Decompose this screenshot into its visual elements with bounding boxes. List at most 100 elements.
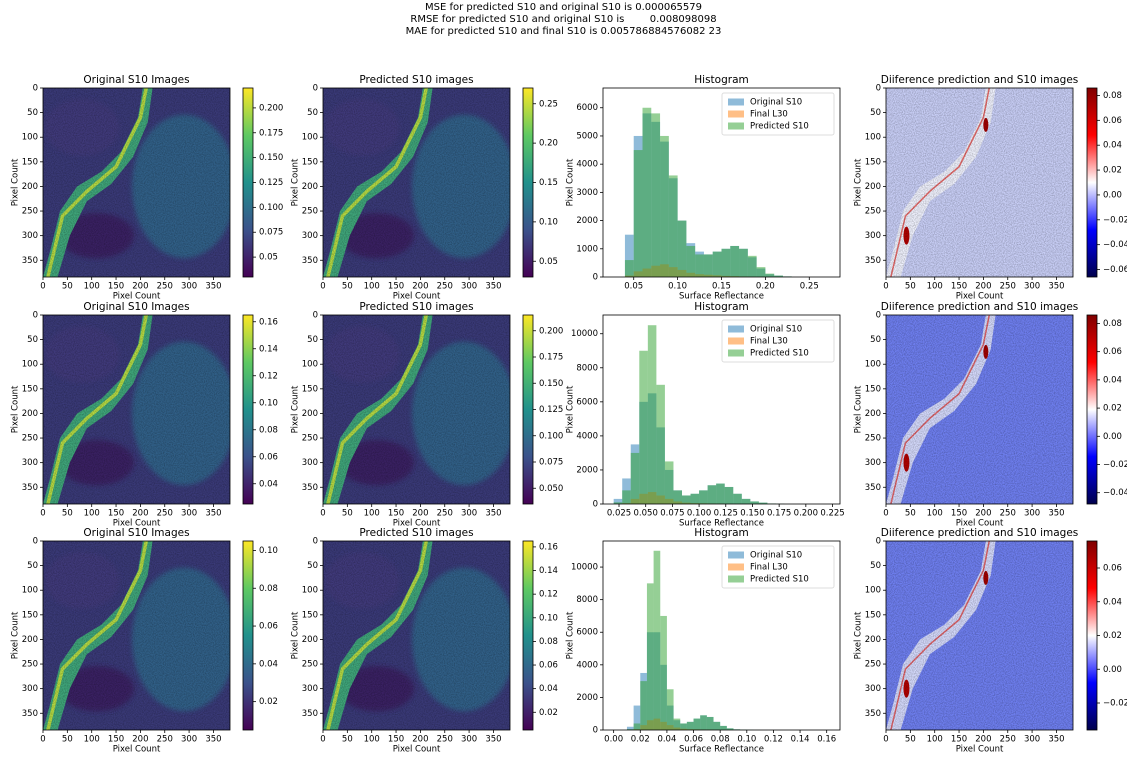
histogram-bar [633,150,643,277]
panel-title: Histogram [694,74,748,86]
y-tick-label: 0 [876,84,881,94]
colorbar-tick-label: 0.150 [539,379,563,389]
x-tick-label: 350 [205,509,221,519]
colorbar-tick-label: 0.125 [539,405,563,415]
y-tick-label: 150 [302,157,318,167]
histogram-bar [765,273,775,277]
colorbar-tick-label: 0.10 [539,613,558,623]
colorbar-tick-label: 0.25 [539,99,558,109]
y-tick-label: 0 [313,84,318,94]
y-tick-label: 350 [302,256,318,266]
colorbar-tick-label: 0.06 [1103,116,1122,126]
x-tick-label: 0.20 [756,282,775,292]
y-tick-label: 350 [22,256,38,266]
histogram-bar [613,498,623,504]
x-tick-label: 0.125 [714,509,738,519]
x-tick-label: 50 [62,282,73,292]
x-tick-label: 0 [40,282,45,292]
legend-swatch [728,551,744,559]
axes-frame [322,314,511,505]
histogram-bar [707,485,717,504]
y-tick-label: 250 [22,660,38,670]
histogram-bar [700,715,707,730]
x-tick-label: 350 [1048,735,1064,745]
x-axis-label: Surface Reflectance [679,745,764,755]
legend-swatch [728,575,744,583]
y-tick-label: 350 [22,709,38,719]
y-axis-label: Pixel Count [291,158,301,206]
x-tick-label: 250 [157,735,173,745]
y-tick-label: 250 [865,207,881,217]
axes-frame [602,540,841,731]
histogram-bar [660,135,669,277]
panel-title: Original S10 Images [83,74,189,86]
colorbar-tick-label: 0.200 [259,103,283,113]
y-tick-label: 150 [865,384,881,394]
y-tick-label: 150 [865,157,881,167]
y-tick-label: 50 [307,108,318,118]
x-tick-label: 100 [364,282,380,292]
histogram-bar [730,245,740,277]
x-tick-label: 0.14 [791,735,810,745]
x-tick-label: 200 [132,735,148,745]
y-tick-label: 0 [593,273,598,283]
histogram-bar [677,220,687,277]
x-tick-label: 200 [975,509,991,519]
y-tick-label: 200 [302,182,318,192]
axes-frame [322,540,511,731]
x-tick-label: 0.175 [767,509,791,519]
histogram-bar [673,718,681,730]
x-tick-label: 250 [437,282,453,292]
y-tick-label: 350 [865,709,881,719]
histogram-bar [686,245,696,277]
panel: Diiference prediction and S10 images −0.0… [854,527,1127,755]
colorbar-tick-label: 0.02 [539,708,558,718]
image-texture [323,88,510,277]
header: MSE for predicted S10 and original S10 i… [0,2,1127,38]
image [886,315,1073,504]
y-axis-label: Pixel Count [11,611,21,659]
x-tick-label: 50 [905,509,916,519]
colorbar-tick-label: 0.175 [259,128,283,138]
x-tick-label: 50 [62,509,73,519]
x-tick-label: 100 [927,735,943,745]
image-texture [886,541,1073,730]
x-tick-label: 150 [951,282,967,292]
x-tick-label: 150 [388,282,404,292]
y-axis-label: Pixel Count [854,385,864,433]
colorbar-tick-label: 0.14 [539,566,558,576]
y-tick-label: 0 [33,84,38,94]
histogram-bar [739,248,748,277]
histogram-bar [695,254,704,277]
x-tick-label: 300 [1024,509,1040,519]
image [886,88,1073,277]
x-tick-label: 0.075 [660,509,684,519]
colorbar [522,87,534,278]
histogram-bar [646,583,654,730]
x-tick-label: 100 [364,735,380,745]
histogram-bar [660,615,667,730]
panel: Predicted S10 images 0.02 0.04 0.06 0.08 0.10… [291,527,558,755]
x-tick-label: 50 [342,509,353,519]
colorbar-tick-label: 0.00 [1103,665,1122,675]
y-tick-label: 150 [302,384,318,394]
x-axis-label: Pixel Count [956,292,1004,302]
histogram-bar [758,502,768,504]
x-tick-label: 200 [412,509,428,519]
y-tick-label: 350 [302,483,318,493]
image-texture [323,315,510,504]
panel-title: Diiference prediction and S10 images [881,301,1079,313]
y-tick-label: 300 [22,231,38,241]
x-axis-label: Pixel Count [393,745,441,755]
y-tick-label: 5000 [576,131,598,141]
x-tick-label: 0.16 [817,735,836,745]
x-tick-label: 200 [132,282,148,292]
y-axis-label: Pixel Count [11,385,21,433]
colorbar-tick-label: 0.02 [1103,166,1122,176]
colorbar-tick-label: 0.10 [539,217,558,227]
histogram-bar [693,718,701,730]
y-tick-label: 50 [307,335,318,345]
colorbar-tick-label: 0.06 [259,622,278,632]
x-tick-label: 0.200 [794,509,818,519]
panel: Histogram Original S10 Final L30 Predicted … [566,74,841,302]
